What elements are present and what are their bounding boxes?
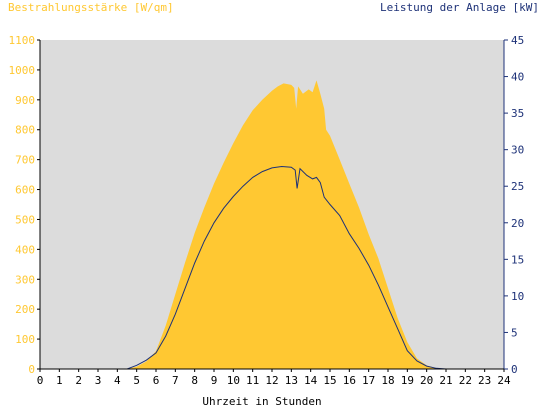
x-tick-label: 12 <box>265 374 278 387</box>
x-tick-label: 19 <box>401 374 414 387</box>
left-tick-label: 700 <box>15 154 35 167</box>
left-tick-label: 600 <box>15 184 35 197</box>
left-tick-label: 900 <box>15 94 35 107</box>
right-axis-ticks: 0 5 10 15 20 25 30 35 40 45 <box>504 34 524 376</box>
x-tick-label: 6 <box>153 374 160 387</box>
left-axis-title: Bestrahlungsstärke [W/qm] <box>8 1 174 14</box>
x-tick-label: 11 <box>246 374 259 387</box>
right-tick-label: 5 <box>511 326 518 339</box>
left-axis-ticks: 0 100 200 300 400 500 600 700 800 900 1000 1100 <box>9 34 40 376</box>
x-axis-ticks: 0 1 2 3 4 5 6 7 8 9 10 11 12 13 14 15 16 17 18 19 20 21 22 23 24 <box>37 369 511 387</box>
irradiance-area-series <box>40 80 504 370</box>
x-tick-label: 4 <box>114 374 121 387</box>
right-axis-title: Leistung der Anlage [kW] <box>380 1 539 14</box>
x-tick-label: 24 <box>497 374 511 387</box>
left-tick-label: 1000 <box>9 64 36 77</box>
power-line <box>40 165 504 370</box>
left-tick-label: 300 <box>15 273 35 286</box>
x-tick-label: 15 <box>323 374 336 387</box>
right-tick-label: 10 <box>511 290 524 303</box>
x-tick-label: 13 <box>285 374 298 387</box>
left-tick-label: 500 <box>15 213 35 226</box>
right-tick-label: 0 <box>511 363 518 376</box>
left-tick-label: 100 <box>15 333 35 346</box>
x-tick-label: 8 <box>191 374 198 387</box>
x-tick-label: 18 <box>381 374 394 387</box>
x-tick-label: 21 <box>439 374 452 387</box>
right-tick-label: 40 <box>511 71 524 84</box>
x-tick-label: 14 <box>304 374 318 387</box>
left-tick-label: 800 <box>15 124 35 137</box>
left-tick-label: 200 <box>15 303 35 316</box>
left-tick-label: 1100 <box>9 34 36 47</box>
right-tick-label: 25 <box>511 180 524 193</box>
power-line-series <box>40 165 504 370</box>
x-tick-label: 16 <box>343 374 356 387</box>
x-tick-label: 10 <box>227 374 240 387</box>
right-tick-label: 15 <box>511 253 524 266</box>
x-tick-label: 3 <box>95 374 102 387</box>
irradiance-area <box>40 80 504 370</box>
right-tick-label: 30 <box>511 144 524 157</box>
x-tick-label: 0 <box>37 374 44 387</box>
left-tick-label: 400 <box>15 243 35 256</box>
x-tick-label: 2 <box>75 374 82 387</box>
left-tick-label: 0 <box>28 363 35 376</box>
right-tick-label: 45 <box>511 34 524 47</box>
right-tick-label: 20 <box>511 217 524 230</box>
x-axis-title: Uhrzeit in Stunden <box>202 395 321 408</box>
x-tick-label: 5 <box>133 374 140 387</box>
x-tick-label: 17 <box>362 374 375 387</box>
x-tick-label: 1 <box>56 374 63 387</box>
x-tick-label: 7 <box>172 374 179 387</box>
right-tick-label: 35 <box>511 107 524 120</box>
x-tick-label: 23 <box>478 374 491 387</box>
x-tick-label: 20 <box>420 374 433 387</box>
x-tick-label: 22 <box>459 374 472 387</box>
x-tick-label: 9 <box>211 374 218 387</box>
